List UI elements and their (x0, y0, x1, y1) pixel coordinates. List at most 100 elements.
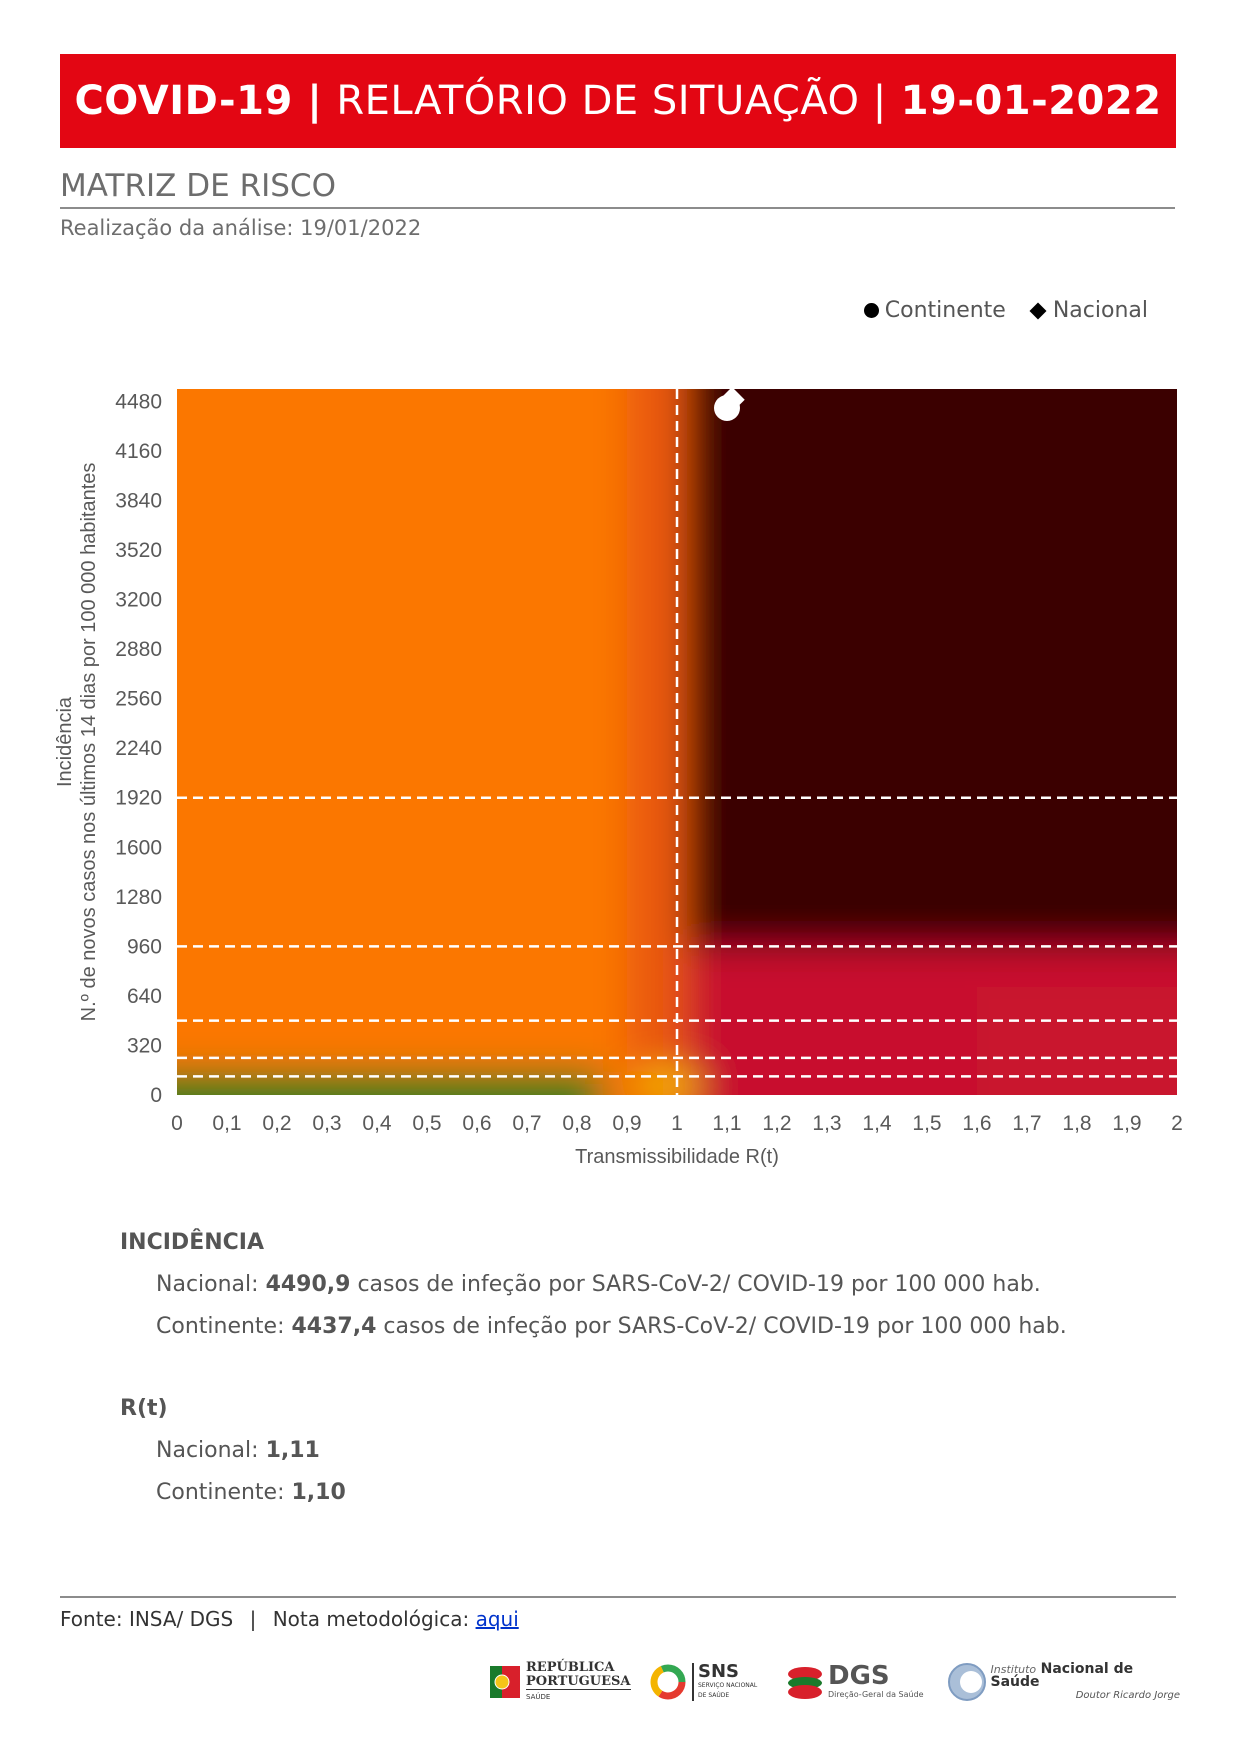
incidencia-continente-value: 4437,4 (291, 1314, 377, 1339)
x-axis-ticks: 0 0,1 0,2 0,3 0,4 0,5 0,6 0,7 0,8 0,9 1 1,1 1,2 1,3 1,… (171, 1112, 1183, 1135)
legend-item-continente: Continente (863, 298, 1006, 323)
footer-divider (60, 1596, 1176, 1598)
methodology-link[interactable]: aqui (475, 1607, 519, 1631)
insa-logo: Instituto Nacional de Saúde Doutor Ricar… (946, 1656, 1180, 1708)
footer-logos: REPÚBLICA PORTUGUESA SAÚDE SNS SERVIÇO N… (490, 1656, 1180, 1716)
y-tick-label: 2880 (115, 638, 162, 661)
x-tick-label: 1,5 (912, 1112, 941, 1135)
x-tick-label: 1,7 (1012, 1112, 1041, 1135)
x-tick-label: 0,2 (262, 1112, 291, 1135)
incidencia-continente-text: casos de infeção por SARS-CoV-2/ COVID-1… (376, 1314, 1067, 1339)
incidencia-nacional-value: 4490,9 (265, 1272, 351, 1297)
y-tick-label: 1920 (115, 787, 162, 810)
y-tick-label: 4160 (115, 440, 162, 463)
republica-portuguesa-logo: REPÚBLICA PORTUGUESA SAÚDE (490, 1656, 631, 1708)
legend-label-nacional: Nacional (1052, 298, 1148, 323)
legend-item-nacional: Nacional (1029, 298, 1148, 323)
y-tick-label: 2560 (115, 688, 162, 711)
rp-line3: SAÚDE (526, 1692, 551, 1701)
y-tick-label: 1600 (115, 836, 162, 859)
risk-matrix-chart: 0 320 640 960 1280 1600 1920 2240 2560 2880 3200 35… (54, 386, 1183, 1168)
dgs-sub: Direção-Geral da Saúde (828, 1690, 924, 1699)
y-tick-label: 640 (127, 985, 162, 1008)
y-tick-label: 0 (150, 1084, 162, 1107)
y-tick-label: 3200 (115, 589, 162, 612)
footer-separator: | (249, 1607, 257, 1631)
x-tick-label: 1,2 (762, 1112, 791, 1135)
heat-zone-orange (177, 389, 627, 1095)
sns-text: SNS (698, 1661, 739, 1682)
data-points (714, 386, 745, 421)
reference-lines (177, 389, 1177, 1095)
rt-nacional-label: Nacional: (156, 1438, 266, 1463)
heat-zone-very-high (687, 389, 1177, 947)
footer: Fonte: INSA/ DGS | Nota metodológica: aq… (60, 1607, 519, 1631)
x-tick-label: 0,9 (612, 1112, 641, 1135)
y-tick-label: 960 (127, 935, 162, 958)
x-axis-label: Transmissibilidade R(t) (575, 1146, 779, 1168)
x-tick-label: 0,6 (462, 1112, 491, 1135)
incidencia-continente-label: Continente: (156, 1314, 292, 1339)
heatmap-area (177, 389, 1177, 1095)
incidencia-nacional-text: casos de infeção por SARS-CoV-2/ COVID-1… (350, 1272, 1041, 1297)
y-axis-label-title: Incidência (54, 696, 76, 787)
portugal-flag-icon (490, 1666, 520, 1698)
x-tick-label: 2 (1171, 1112, 1183, 1135)
insa-emblem-icon (948, 1663, 986, 1701)
sns-logo: SNS SERVIÇO NACIONAL DE SAÚDE (648, 1656, 757, 1708)
banner-report-title: RELATÓRIO DE SITUAÇÃO | (336, 78, 887, 124)
y-tick-label: 1280 (115, 886, 162, 909)
x-tick-label: 0,5 (412, 1112, 441, 1135)
x-tick-label: 1,4 (862, 1112, 892, 1135)
incidencia-heading: INCIDÊNCIA (120, 1230, 264, 1255)
diamond-marker-icon (1029, 302, 1047, 319)
y-tick-label: 4480 (115, 390, 162, 413)
rt-nacional-value: 1,11 (265, 1438, 320, 1463)
banner-date: 19-01-2022 (900, 78, 1162, 124)
rt-heading: R(t) (120, 1396, 168, 1421)
insa-line1: Instituto (990, 1662, 1037, 1676)
dgs-text: DGS (828, 1661, 890, 1691)
legend-label-continente: Continente (884, 298, 1006, 323)
x-tick-label: 1,9 (1112, 1112, 1141, 1135)
x-tick-label: 0,1 (212, 1112, 241, 1135)
circle-marker-icon (863, 303, 879, 318)
x-tick-label: 1 (671, 1112, 683, 1135)
rp-line1: REPÚBLICA (526, 1659, 615, 1675)
rt-continente-label: Continente: (156, 1480, 292, 1505)
section-divider (60, 207, 1175, 209)
dgs-logo: DGS Direção-Geral da Saúde (786, 1656, 924, 1708)
y-axis-ticks: 0 320 640 960 1280 1600 1920 2240 2560 2880 3200 35… (115, 390, 162, 1107)
y-axis-label-subtitle: N.º de novos casos nos últimos 14 dias p… (78, 463, 100, 1022)
point-nacional (719, 386, 745, 413)
rt-nacional: Nacional: 1,11 (156, 1438, 320, 1463)
insa-line2: Nacional de Saúde (990, 1660, 1134, 1690)
x-tick-label: 1,3 (812, 1112, 841, 1135)
sns-sub2: DE SAÚDE (698, 1692, 730, 1699)
x-tick-label: 0,7 (512, 1112, 541, 1135)
rt-continente: Continente: 1,10 (156, 1480, 346, 1505)
section-title: MATRIZ DE RISCO (60, 168, 336, 204)
sns-sub1: SERVIÇO NACIONAL (698, 1682, 758, 1689)
x-tick-label: 1,8 (1062, 1112, 1091, 1135)
rt-heading-text: R(t) (120, 1396, 168, 1421)
chart-legend: Continente Nacional (863, 298, 1148, 323)
x-tick-label: 0,8 (562, 1112, 591, 1135)
y-tick-label: 3520 (115, 539, 162, 562)
insa-line3: Doutor Ricardo Jorge (1075, 1689, 1180, 1701)
rt-continente-value: 1,10 (291, 1480, 346, 1505)
x-tick-label: 0 (171, 1112, 183, 1135)
incidencia-nacional-label: Nacional: (156, 1272, 266, 1297)
report-banner: COVID-19 | RELATÓRIO DE SITUAÇÃO | 19-01… (60, 54, 1176, 148)
x-tick-label: 0,4 (362, 1112, 392, 1135)
footer-source: Fonte: INSA/ DGS (60, 1607, 234, 1631)
dgs-emblem-icon (788, 1667, 822, 1699)
y-tick-label: 320 (127, 1034, 162, 1057)
y-tick-label: 3840 (115, 489, 162, 512)
sns-ring-icon (650, 1664, 686, 1700)
heat-zone-green (177, 1071, 602, 1095)
rp-line2: PORTUGUESA (526, 1673, 631, 1690)
banner-covid: COVID-19 | (74, 78, 323, 124)
analysis-date: Realização da análise: 19/01/2022 (60, 216, 422, 240)
x-tick-label: 1,6 (962, 1112, 991, 1135)
